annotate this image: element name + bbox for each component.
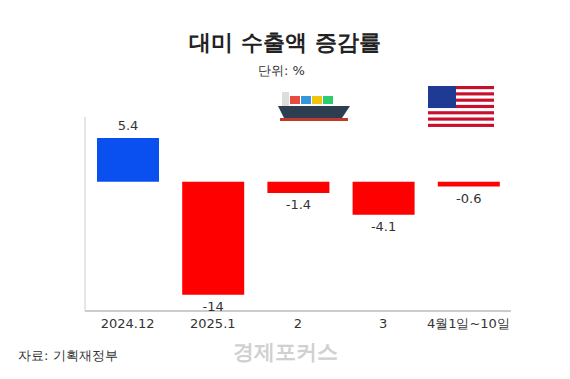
svg-text:-0.6: -0.6 xyxy=(456,191,481,206)
svg-text:2025.1: 2025.1 xyxy=(190,316,236,331)
html-text:자료: 기획재정부: 자료: 기획재정부 xyxy=(18,348,118,363)
svg-text:2: 2 xyxy=(294,316,302,331)
html-text:단위: %: 단위: % xyxy=(258,63,305,78)
svg-text:5.4: 5.4 xyxy=(118,118,139,133)
html-text:대미 수출액 증감률: 대미 수출액 증감률 xyxy=(189,30,381,55)
svg-text:-1.4: -1.4 xyxy=(286,197,311,212)
html-text:경제포커스: 경제포커스 xyxy=(232,340,338,364)
svg-text:-4.1: -4.1 xyxy=(371,219,396,234)
svg-text:3: 3 xyxy=(379,316,387,331)
svg-text:4월1일~10일: 4월1일~10일 xyxy=(427,316,510,331)
svg-text:2024.12: 2024.12 xyxy=(101,316,155,331)
svg-text:-14: -14 xyxy=(203,299,224,314)
